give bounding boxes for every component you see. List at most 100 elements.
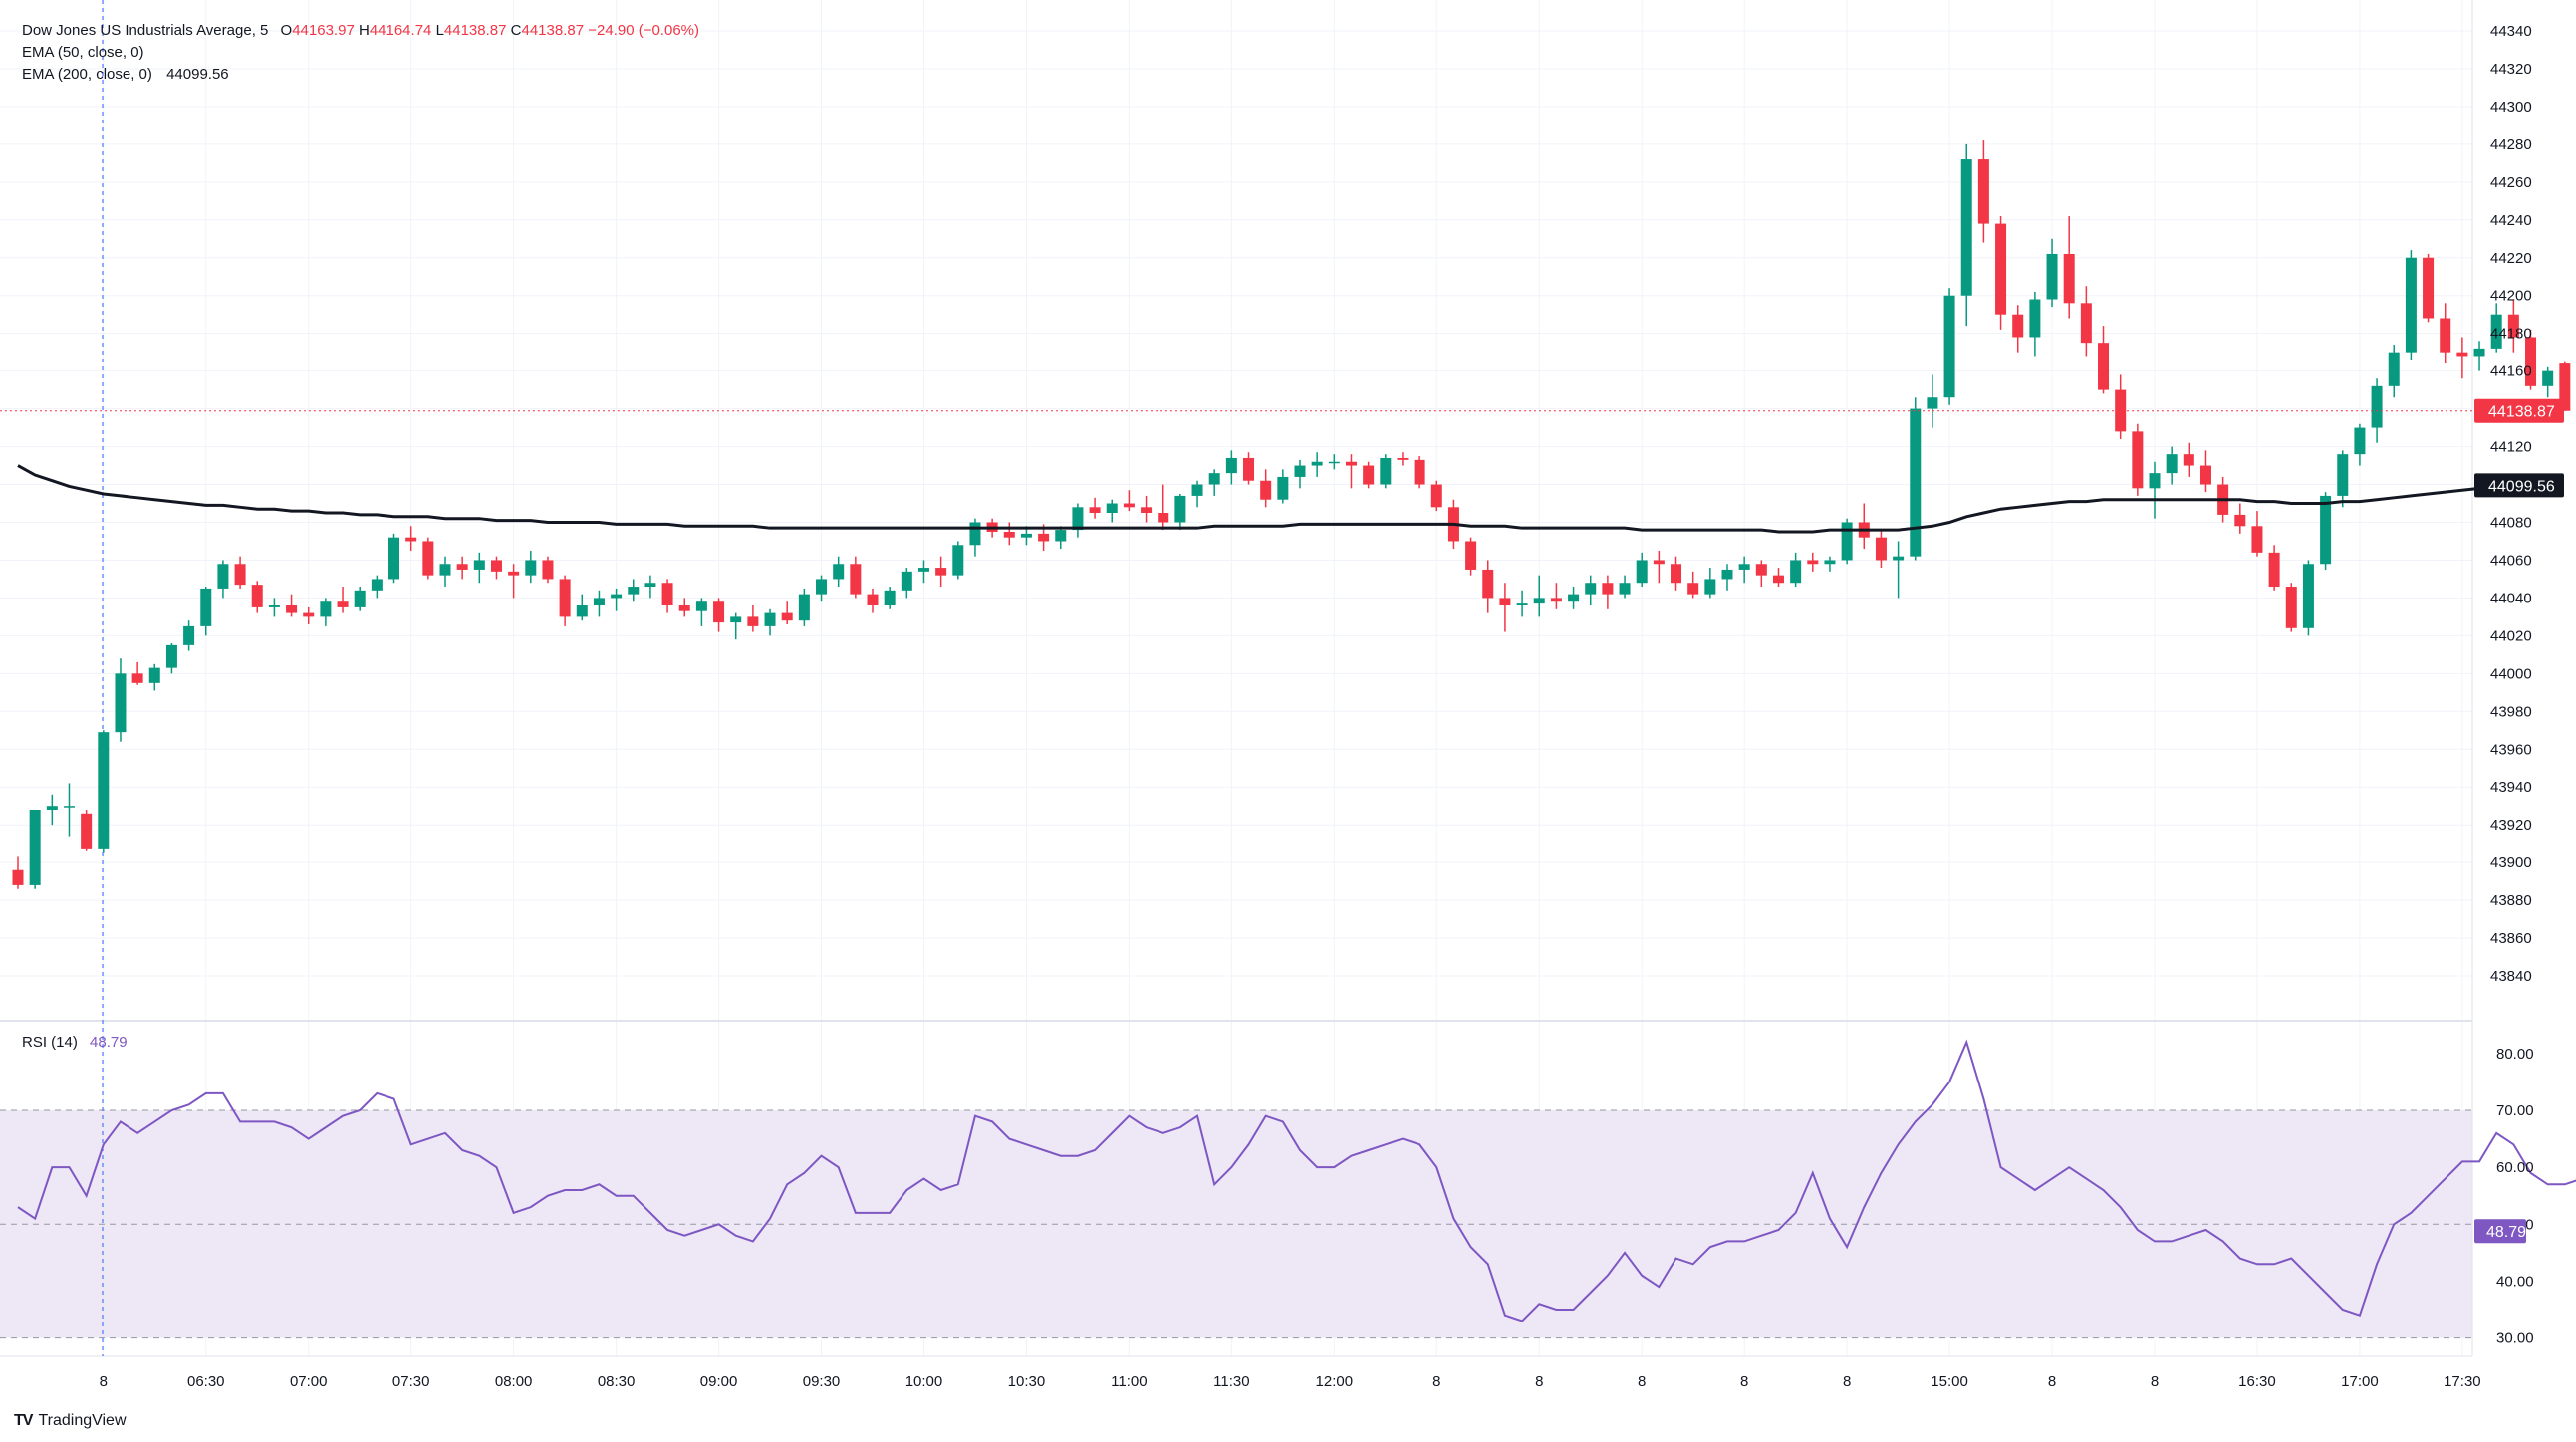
- candle-body: [1533, 598, 1545, 604]
- price-tick-label: 44300: [2490, 99, 2532, 116]
- candle-body: [1260, 480, 1272, 500]
- candle-body: [2440, 318, 2451, 353]
- candle-body: [2302, 564, 2314, 628]
- candle-body: [1568, 594, 1580, 602]
- time-tick-label: 8: [1432, 1373, 1440, 1390]
- candle-body: [2234, 514, 2246, 527]
- price-tick-label: 44160: [2490, 363, 2532, 380]
- candle-body: [1482, 569, 1494, 599]
- candle-body: [2371, 385, 2383, 428]
- candle-body: [1772, 575, 1784, 584]
- ema200-legend-value: 44099.56: [166, 66, 229, 83]
- price-tick-label: 44200: [2490, 288, 2532, 305]
- candle-body: [1636, 560, 1648, 584]
- candle-body: [2080, 303, 2092, 344]
- candle-body: [901, 571, 912, 591]
- candle-body: [833, 564, 845, 580]
- open-value: 44163.97: [292, 22, 355, 39]
- rsi-value-label: 48.79: [2486, 1224, 2526, 1241]
- candle-body: [1687, 583, 1699, 595]
- candle-body: [1910, 408, 1922, 557]
- candle-body: [388, 537, 400, 580]
- time-tick-label: 08:30: [598, 1373, 636, 1390]
- time-tick-label: 07:30: [392, 1373, 430, 1390]
- candle-body: [1550, 598, 1562, 602]
- last-price-label-bg: [2474, 398, 2564, 423]
- ema50-label: EMA (50, close, 0): [22, 44, 144, 61]
- candle-body: [1704, 579, 1716, 595]
- axis-value-labels: 44138.87 44099.56 48.79: [2474, 398, 2564, 1244]
- candle-body: [850, 564, 862, 595]
- candle-body: [1345, 461, 1357, 466]
- candle-body: [2098, 343, 2110, 390]
- high-value: 44164.74: [369, 22, 432, 39]
- candle-body: [1807, 560, 1819, 565]
- candle-body: [1465, 541, 1477, 570]
- symbol-name: Dow Jones US Industrials Average: [22, 22, 252, 39]
- rsi-label-bg: [2474, 1219, 2526, 1244]
- price-tick-label: 44220: [2490, 250, 2532, 267]
- candle-body: [2405, 257, 2417, 353]
- tradingview-logo[interactable]: TV TradingView: [14, 1412, 127, 1430]
- price-tick-label: 44020: [2490, 627, 2532, 644]
- candle-body: [1328, 461, 1340, 464]
- candle-body: [1943, 295, 1955, 398]
- candle-body: [713, 601, 725, 623]
- time-axis[interactable]: 8 06:30 07:00 07:30 08:00 08:30 09:00 09:30 10:0…: [100, 1373, 2481, 1390]
- price-tick-label: 44240: [2490, 212, 2532, 229]
- time-tick-label: 10:30: [1008, 1373, 1046, 1390]
- candle-body: [2320, 495, 2332, 565]
- candle-body: [1123, 503, 1135, 508]
- rsi-legend[interactable]: RSI (14) 48.79: [22, 1034, 128, 1051]
- candle-body: [661, 583, 673, 606]
- ema200-line: [17, 464, 2531, 534]
- ema50-legend[interactable]: EMA (50, close, 0): [22, 44, 144, 61]
- rsi-tick-label: 30.00: [2496, 1330, 2534, 1347]
- price-tick-label: 43880: [2490, 892, 2532, 909]
- candle-body: [115, 673, 127, 733]
- candle-body: [2354, 427, 2366, 455]
- time-tick-label: 8: [2151, 1373, 2159, 1390]
- candle-body: [1277, 476, 1289, 500]
- candle-body: [798, 594, 810, 621]
- candle-body: [2456, 352, 2468, 357]
- time-tick-label: 17:30: [2444, 1373, 2481, 1390]
- change-value: −24.90 (−0.06%): [588, 22, 699, 39]
- price-tick-label: 44120: [2490, 439, 2532, 456]
- time-tick-label: 8: [100, 1373, 108, 1390]
- time-tick-label: 8: [1740, 1373, 1748, 1390]
- candle-body: [2473, 348, 2485, 357]
- candle-body: [525, 560, 537, 576]
- candle-body: [12, 869, 24, 885]
- candle-body: [268, 605, 280, 607]
- ema200-legend[interactable]: EMA (200, close, 0) 44099.56: [22, 66, 229, 83]
- candle-body: [2046, 253, 2058, 300]
- open-label: O: [280, 22, 293, 39]
- ema200-legend-label: EMA (200, close, 0): [22, 66, 152, 83]
- candle-body: [2507, 314, 2519, 338]
- candle-body: [917, 568, 929, 572]
- price-axis[interactable]: 43840 43860 43880 43900 43920 43940 43960 43980…: [2490, 23, 2532, 985]
- candle-body: [422, 541, 434, 576]
- rsi-tick-label: 40.00: [2496, 1273, 2534, 1290]
- last-price-label: 44138.87: [2488, 404, 2555, 421]
- rsi-tick-label: 80.00: [2496, 1046, 2534, 1063]
- candle-body: [148, 667, 160, 683]
- candle-body: [1055, 530, 1067, 542]
- tradingview-logo-icon: TV: [14, 1412, 33, 1429]
- candle-body: [1790, 560, 1802, 584]
- candle-body: [1995, 223, 2007, 315]
- time-tick-label: 12:00: [1316, 1373, 1354, 1390]
- candle-body: [1158, 513, 1169, 523]
- high-label: H: [358, 22, 370, 39]
- candle-body: [730, 616, 742, 623]
- candle-body: [2337, 454, 2349, 496]
- candle-body: [1499, 598, 1511, 606]
- candle-body: [678, 605, 690, 611]
- candle-body: [867, 594, 879, 606]
- candle-body: [456, 564, 468, 570]
- price-tick-label: 44000: [2490, 665, 2532, 682]
- candle-body: [286, 605, 298, 613]
- symbol-legend[interactable]: Dow Jones US Industrials Average, 5 O441…: [22, 22, 699, 39]
